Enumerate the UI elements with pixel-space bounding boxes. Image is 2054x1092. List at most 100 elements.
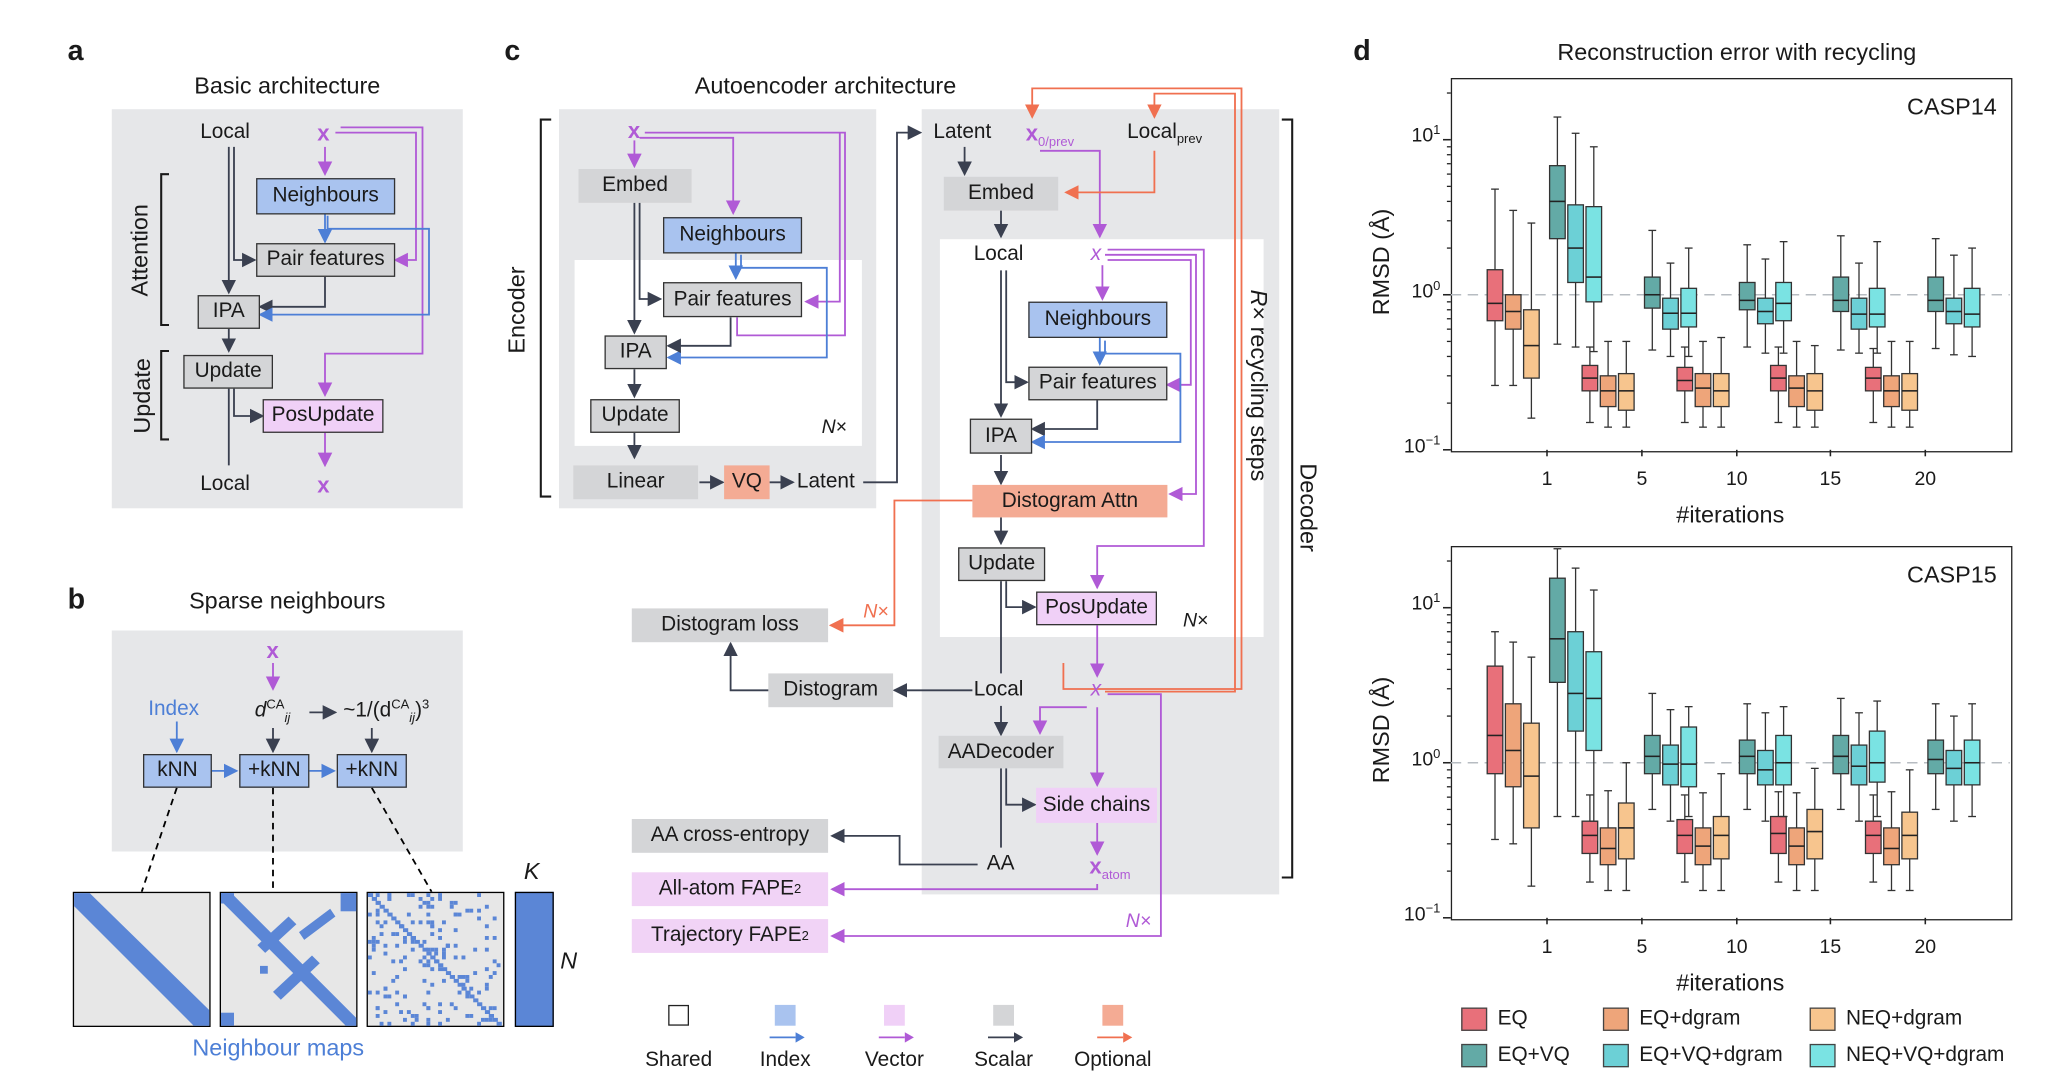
map-neighbour-cell <box>434 947 439 952</box>
map-neighbour-cell <box>492 916 497 921</box>
box-NEQ+VQ+dgram <box>1775 281 1793 322</box>
box-EQ+dgram <box>1883 827 1900 866</box>
map-neighbour-cell <box>465 994 470 999</box>
map-neighbour-cell <box>457 990 462 995</box>
map-neighbour-cell <box>484 986 489 991</box>
panel-a-update: Update <box>183 354 273 389</box>
panel-b-knn-plus-1: +kNN <box>239 754 310 788</box>
map-neighbour-cell <box>375 939 380 944</box>
map-neighbour-cell <box>387 893 392 897</box>
map-neighbour-cell <box>383 943 388 948</box>
panel-a-x-bottom: x <box>317 473 330 498</box>
encoder-repeat: N× <box>822 416 847 438</box>
map-diagonal-cell <box>438 963 444 968</box>
map-neighbour-cell <box>484 904 489 909</box>
map-neighbour-cell <box>434 951 439 956</box>
y-tick-exponent: −1 <box>1425 434 1441 449</box>
panel-b-d-sup: CA <box>266 698 285 713</box>
map-neighbour-cell <box>496 963 501 968</box>
map-diagonal-cell <box>403 928 409 933</box>
map-neighbour-cell <box>403 955 407 960</box>
map-diagonal-cell <box>488 1013 494 1018</box>
legend-label-index: Index <box>759 1049 811 1072</box>
map-neighbour-cell <box>492 959 497 964</box>
encoder-linear: Linear <box>573 465 699 500</box>
panel-b-d: d <box>254 699 267 722</box>
panel-a-local-top: Local <box>200 120 250 143</box>
map-neighbour-cell <box>430 932 435 936</box>
map-neighbour-cell <box>379 932 384 936</box>
map-diagonal-cell <box>430 955 436 960</box>
map-neighbour-cell <box>438 1010 442 1014</box>
panel-a-title: Basic architecture <box>194 72 381 99</box>
map-diagonal-cell <box>449 974 455 979</box>
decoder-update: Update <box>958 547 1046 582</box>
map-neighbour-cell <box>422 939 427 944</box>
map-neighbour-cell <box>422 900 427 905</box>
decoder-x-2: x <box>1090 678 1102 701</box>
decoder-neighbours: Neighbours <box>1028 301 1168 338</box>
legend-arrow-index <box>769 1032 805 1043</box>
legend-label-eq+vq+dgram: EQ+VQ+dgram <box>1639 1043 1783 1066</box>
trajectory-fape: Trajectory FAPE 2 <box>631 919 829 953</box>
y-tick-base: 10 <box>1411 125 1434 148</box>
decoder-local: Local <box>973 243 1024 266</box>
map-neighbour-cell <box>465 908 470 913</box>
box-NEQ+dgram <box>1806 372 1824 411</box>
decoder-latent: Latent <box>933 120 992 143</box>
box-NEQ+dgram <box>1522 309 1540 379</box>
legend-label-vector: Vector <box>864 1049 924 1072</box>
map-neighbour-cell <box>403 1017 407 1022</box>
neighbour-map-2 <box>219 891 358 1027</box>
map-neighbour-cell <box>445 943 450 948</box>
map-neighbour-cell <box>426 912 431 917</box>
box-EQ+dgram <box>1504 703 1522 788</box>
legend-arrow-optional <box>1097 1032 1133 1043</box>
box-EQ+VQ <box>1927 276 1945 313</box>
trajectory-fape-sup: 2 <box>801 928 809 944</box>
map-neighbour-cell <box>383 1010 388 1014</box>
y-tick-label: 100 <box>1394 747 1440 770</box>
y-tick-label: 100 <box>1394 279 1440 302</box>
map-diagonal-cell <box>387 912 393 917</box>
map-neighbour-cell <box>371 947 376 952</box>
panel-b-title: Sparse neighbours <box>189 587 386 614</box>
box-NEQ+VQ+dgram <box>1868 730 1886 783</box>
map-neighbour-cell <box>484 935 489 940</box>
box-EQ+VQ+dgram <box>1756 749 1774 786</box>
panel-b-inv-suffix: ) <box>415 699 422 722</box>
y-tick-label: 101 <box>1394 592 1440 615</box>
map-neighbour-cell <box>438 967 442 972</box>
map-neighbour-cell <box>418 959 423 964</box>
map-neighbour-cell <box>473 971 478 975</box>
box-EQ <box>1864 820 1882 855</box>
map-neighbour-cell <box>399 924 403 929</box>
panel-c-letter: c <box>504 33 521 67</box>
encoder-ipa: IPA <box>604 335 667 370</box>
map-neighbour-cell <box>371 935 376 940</box>
map-neighbour-cell <box>371 971 376 975</box>
map-neighbour-cell <box>438 896 442 901</box>
map-neighbour-cell <box>410 1021 415 1026</box>
box-NEQ+dgram <box>1806 808 1824 860</box>
chart-subtitle-casp15: CASP15 <box>1907 561 1997 588</box>
map-neighbour-cell <box>383 951 388 956</box>
map-neighbour-cell <box>441 955 446 960</box>
map-neighbour-cell <box>445 1017 450 1022</box>
box-EQ <box>1864 366 1882 392</box>
map-neighbour-cell <box>430 896 435 901</box>
decoder-x0-sub: 0/prev <box>1038 135 1075 150</box>
map-neighbour-cell <box>457 912 462 917</box>
x-tick-label: 20 <box>1914 935 1937 959</box>
legend-label-neq+vq+dgram: NEQ+VQ+dgram <box>1845 1043 2005 1066</box>
map-neighbour-cell <box>403 935 407 940</box>
map-diagonal-cell <box>484 1010 491 1014</box>
legend-label-optional: Optional <box>1074 1049 1152 1072</box>
encoder-embed: Embed <box>578 169 692 203</box>
map-neighbour-cell <box>469 986 474 991</box>
map-neighbour-cell <box>430 947 435 952</box>
